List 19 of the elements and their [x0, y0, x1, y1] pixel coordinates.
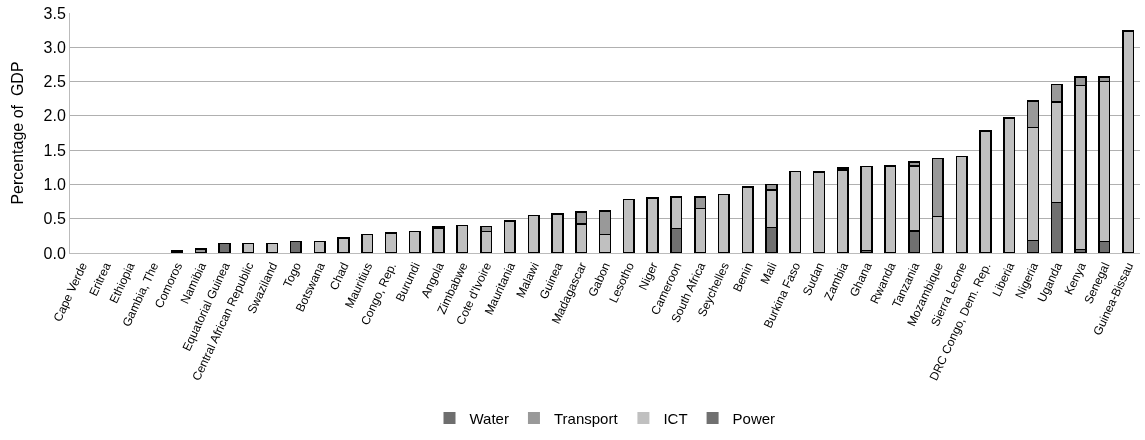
y-tick-label: 1.5 — [43, 141, 66, 159]
bar — [860, 165, 873, 252]
y-tick-label: 3.0 — [43, 38, 66, 56]
y-tick-label: 2.0 — [43, 107, 66, 125]
y-tick-label: 0.0 — [43, 244, 66, 262]
bar — [218, 242, 231, 253]
legend-label: Water — [469, 409, 509, 427]
bar — [194, 248, 207, 253]
y-axis-title: Percentage of GDP — [9, 61, 27, 205]
legend-label: Power — [732, 409, 776, 427]
bar — [289, 240, 302, 253]
x-tick-label: Mali — [757, 260, 780, 287]
y-tick-label: 0.5 — [43, 210, 66, 228]
x-tick-label: Benin — [730, 260, 756, 295]
legend-label: Transport — [553, 409, 619, 427]
legend-label: ICT — [663, 409, 688, 427]
y-tick-label: 3.5 — [43, 4, 66, 22]
y-tick-label: 1.0 — [43, 176, 66, 194]
y-tick-label: 2.5 — [43, 73, 66, 91]
